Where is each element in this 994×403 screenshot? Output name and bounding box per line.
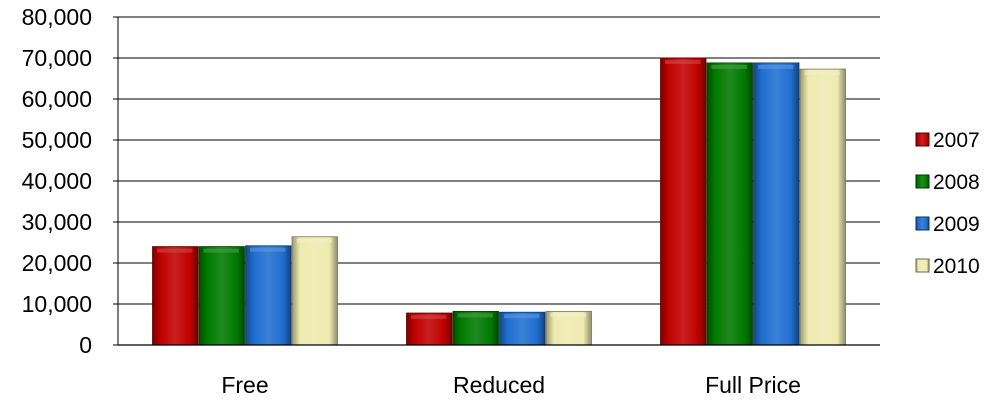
legend-swatch-2008 — [915, 174, 930, 189]
bar-bevel — [457, 313, 493, 318]
x-tick-label: Reduced — [453, 372, 545, 398]
y-tick-label: 20,000 — [22, 250, 92, 276]
bar-bevel — [550, 313, 586, 318]
bar-bevel — [804, 71, 840, 76]
bar-2010-free — [291, 236, 338, 346]
bar-bevel — [157, 248, 193, 253]
bar-bevel — [504, 314, 540, 319]
bar-2008-free — [198, 246, 245, 346]
bar-bevel — [411, 315, 447, 320]
legend-swatch-2010 — [915, 258, 930, 273]
bars — [152, 57, 846, 346]
gridlines — [118, 16, 880, 346]
x-tick-label: Free — [221, 372, 268, 398]
legend-label-2008: 2008 — [933, 171, 980, 194]
y-tick-label: 80,000 — [22, 4, 92, 30]
bar-2008-full-price — [706, 62, 753, 346]
y-tick-label: 40,000 — [22, 168, 92, 194]
bar-bevel — [665, 60, 701, 64]
y-tick-label: 70,000 — [22, 45, 92, 71]
legend-label-2009: 2009 — [933, 213, 980, 236]
bar-bevel — [758, 64, 794, 69]
bar-2007-free — [152, 246, 199, 346]
legend-swatch-2009 — [915, 216, 930, 231]
axes: 0 10,000 20,000 30,000 40,000 50,000 60,000 70,… — [22, 4, 880, 398]
bar-2007-full-price — [660, 57, 707, 346]
bar-bevel — [203, 248, 239, 253]
y-tick-label: 60,000 — [22, 86, 92, 112]
legend-label-2010: 2010 — [933, 255, 980, 278]
x-tick-label: Full Price — [705, 372, 801, 398]
legend: 2007 2008 2009 2010 — [915, 129, 980, 278]
legend-label-2007: 2007 — [933, 129, 980, 152]
bar-2009-free — [245, 245, 292, 346]
y-tick-label: 10,000 — [22, 291, 92, 317]
bar-bevel — [711, 64, 747, 69]
bar-2010-full-price — [799, 68, 846, 346]
y-tick-label: 50,000 — [22, 127, 92, 153]
bar-bevel — [250, 247, 286, 252]
y-tick-label: 0 — [79, 332, 92, 358]
bar-2009-full-price — [753, 62, 800, 346]
bar-bevel — [296, 238, 332, 243]
legend-swatch-2007 — [915, 132, 930, 147]
y-tick-label: 30,000 — [22, 209, 92, 235]
